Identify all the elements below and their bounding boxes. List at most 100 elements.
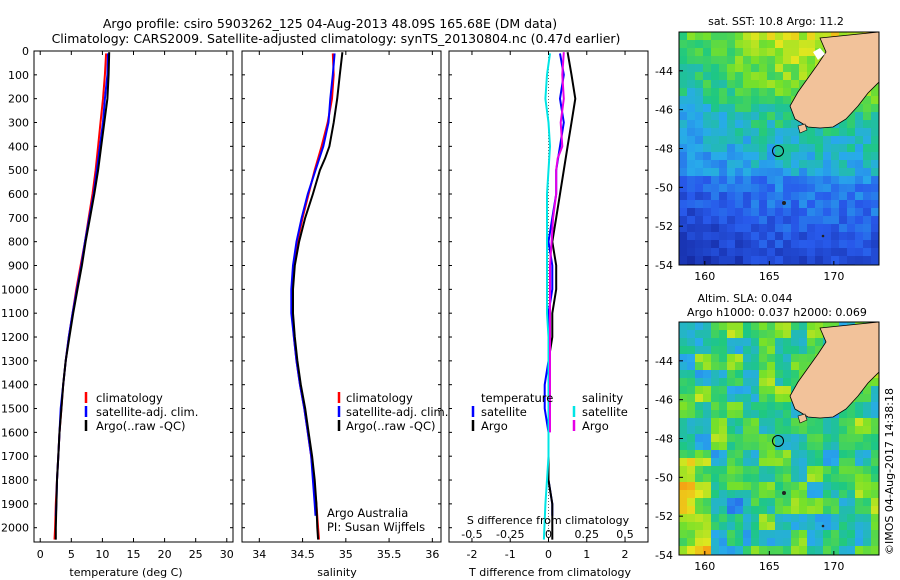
island-marker (821, 524, 825, 528)
map-y-tick-label: -54 (655, 259, 673, 272)
x-tick-label: -2 (466, 548, 477, 561)
sla-map-subtitle: Argo h1000: 0.037 h2000: 0.069 (687, 306, 867, 319)
x-tick-label: 30 (220, 548, 234, 561)
map-y-tick-label: -44 (655, 65, 673, 78)
argo-position-marker (772, 145, 784, 157)
y-tick-label: 500 (8, 164, 29, 177)
island-marker (821, 234, 825, 238)
x-tick-label: 34 (252, 548, 266, 561)
y-tick-label: 1000 (1, 283, 29, 296)
x-top-tick-label: 0.5 (616, 528, 634, 541)
figure-title-line1: Argo profile: csiro 5903262_125 04-Aug-2… (103, 16, 557, 31)
legend-label-argo: Argo (481, 419, 508, 433)
y-tick-label: 700 (8, 212, 29, 225)
imos-watermark: ©IMOS 04-Aug-2017 14:38:18 (883, 388, 896, 555)
legend-label-argo: Argo(..raw -QC) (96, 419, 186, 433)
x-tick-label: 36 (425, 548, 439, 561)
temperature-legend: climatology satellite-adj. clim. Argo(..… (84, 391, 198, 433)
map-x-tick-label: 165 (759, 560, 780, 573)
argo-position-marker (772, 435, 784, 447)
map-y-tick-label: -46 (655, 104, 673, 117)
y-tick-label: 1800 (1, 474, 29, 487)
map-x-tick-label: 170 (823, 270, 844, 283)
x-tick-label: 0 (545, 548, 552, 561)
y-tick-label: 400 (8, 140, 29, 153)
island-marker (782, 201, 786, 205)
t-difference-axis-label: T difference from climatology (468, 566, 631, 579)
y-tick-label: 600 (8, 188, 29, 201)
series-line-argo-raw-qc- (54, 52, 111, 540)
legend-title-temperature: temperature (481, 391, 553, 405)
legend-label-satellite: satellite-adj. clim. (96, 405, 198, 419)
x-tick-label: 2 (622, 548, 629, 561)
salinity-legend: climatology satellite-adj. clim. Argo(..… (337, 391, 448, 433)
x-tick-label: 15 (127, 548, 141, 561)
legend-label-climatology: climatology (96, 391, 163, 405)
map-y-tick-label: -52 (655, 220, 673, 233)
sst-map-panel: sat. SST: 10.8 Argo: 11.2 160 165 170 -44 -… (655, 15, 880, 283)
white-cloud-patch (813, 48, 825, 60)
y-tick-label: 1100 (1, 307, 29, 320)
sla-map-title: Altim. SLA: 0.044 (697, 292, 792, 305)
map-y-tick-label: -52 (655, 510, 673, 523)
y-tick-label: 1900 (1, 498, 29, 511)
legend-label-argo: Argo(..raw -QC) (346, 419, 436, 433)
figure-title-line2: Climatology: CARS2009. Satellite-adjuste… (52, 31, 621, 46)
map-y-tick-label: -50 (655, 181, 673, 194)
difference-panel: -2 -1 0 1 2 -0.5 -0.25 0 0.25 0.5 S difference f… (448, 50, 649, 579)
y-tick-label: 800 (8, 236, 29, 249)
y-tick-label: 100 (8, 69, 29, 82)
x-tick-label: 35.5 (377, 548, 402, 561)
difference-legend-temperature: temperature satellite Argo (471, 391, 553, 433)
x-top-tick-label: 0.25 (575, 528, 600, 541)
y-tick-label: 1700 (1, 450, 29, 463)
y-tick-label: 300 (8, 117, 29, 130)
y-tick-label: 1200 (1, 331, 29, 344)
stewart-island (797, 123, 808, 134)
x-tick-label: 0 (37, 548, 44, 561)
map-y-tick-label: -54 (655, 549, 673, 562)
legend-label-satellite: satellite-adj. clim. (346, 405, 448, 419)
x-tick-label: 34.5 (290, 548, 315, 561)
map-x-tick-label: 160 (694, 560, 715, 573)
series-line-salinity-argo (549, 52, 565, 433)
map-y-tick-label: -46 (655, 394, 673, 407)
new-zealand-land (789, 32, 879, 129)
credit-line1: Argo Australia (327, 506, 408, 520)
x-tick-label: 1 (583, 548, 590, 561)
s-difference-axis-label: S difference from climatology (467, 514, 630, 527)
y-tick-label: 1500 (1, 403, 29, 416)
salinity-panel: 34 34.5 35 35.5 36 salinity climatology sate… (241, 50, 448, 579)
y-tick-label: 900 (8, 260, 29, 273)
x-tick-label: -1 (505, 548, 516, 561)
x-top-tick-label: -0.25 (496, 528, 524, 541)
y-tick-label: 200 (8, 93, 29, 106)
legend-title-salinity: salinity (582, 391, 623, 405)
x-top-tick-label: 0 (545, 528, 552, 541)
y-tick-label: 1300 (1, 355, 29, 368)
temperature-axis-label: temperature (deg C) (69, 566, 182, 579)
map-y-tick-label: -50 (655, 471, 673, 484)
y-tick-label: 2000 (1, 522, 29, 535)
credit-line2: PI: Susan Wijffels (327, 520, 425, 534)
map-x-tick-label: 165 (759, 270, 780, 283)
series-line-salinity-satellite (542, 53, 552, 540)
island-marker (782, 491, 786, 495)
new-zealand-land (789, 322, 879, 419)
x-tick-label: 35 (339, 548, 353, 561)
y-tick-label: 0 (22, 45, 29, 58)
map-y-tick-label: -48 (655, 143, 673, 156)
x-tick-label: 25 (189, 548, 203, 561)
sst-map-title: sat. SST: 10.8 Argo: 11.2 (708, 15, 844, 28)
y-tick-label: 1400 (1, 379, 29, 392)
temperature-panel: 0 5 10 15 20 25 30 0 100 200 300 400 500 600 700 800 90… (1, 45, 234, 579)
legend-label-argo: Argo (582, 419, 609, 433)
stewart-island (797, 413, 808, 424)
x-tick-label: 10 (95, 548, 109, 561)
map-y-tick-label: -48 (655, 433, 673, 446)
legend-label-climatology: climatology (346, 391, 413, 405)
legend-label-satellite: satellite (481, 405, 527, 419)
legend-label-satellite: satellite (582, 405, 628, 419)
series-line-argo-raw-qc- (292, 52, 344, 540)
salinity-plot-frame (241, 50, 442, 543)
